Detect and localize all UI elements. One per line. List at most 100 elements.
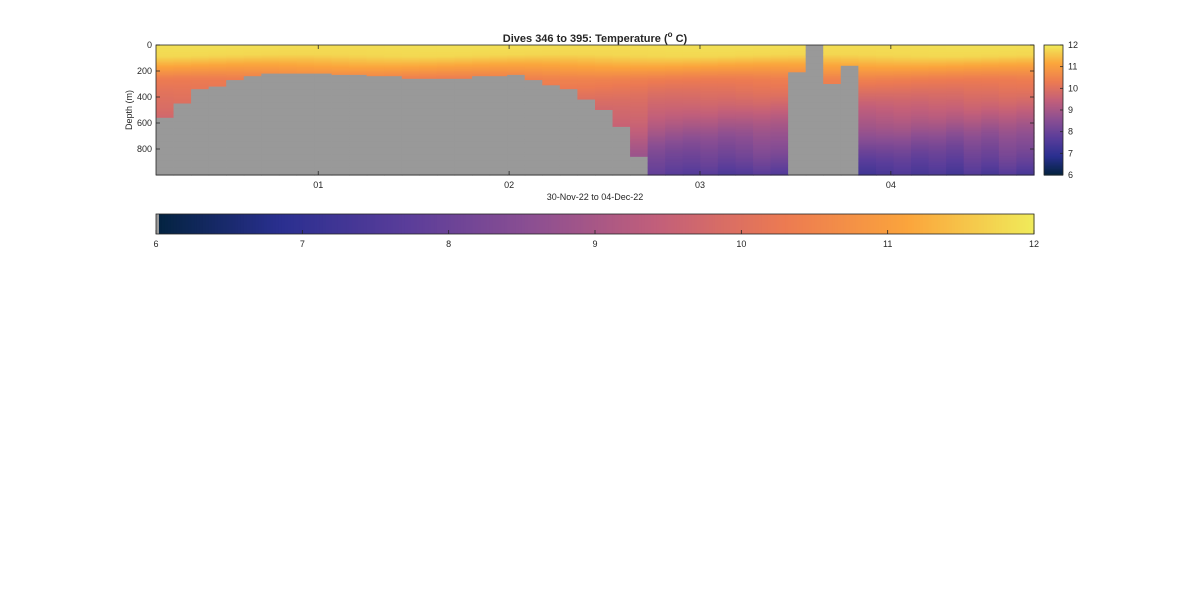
heatmap-cell: [173, 71, 192, 73]
heatmap-cell: [717, 85, 737, 88]
heatmap-cell: [981, 145, 1000, 147]
heatmap-cell: [314, 47, 333, 50]
no-data-cell: [577, 100, 596, 103]
no-data-cell: [156, 121, 175, 124]
no-data-cell: [524, 146, 543, 149]
heatmap-cell: [717, 115, 737, 118]
no-data-cell: [156, 147, 175, 150]
heatmap-cell: [840, 64, 859, 67]
heatmap-cell: [191, 80, 210, 82]
heatmap-cell: [770, 89, 789, 92]
no-data-cell: [314, 93, 333, 95]
heatmap-cell: [595, 100, 614, 103]
heatmap-cell: [454, 69, 473, 72]
heatmap-cell: [700, 93, 719, 95]
heatmap-cell: [682, 65, 701, 68]
heatmap-cell: [682, 82, 701, 85]
heatmap-cell: [753, 150, 772, 153]
heatmap-cell: [858, 52, 877, 55]
no-data-cell: [401, 104, 420, 107]
heatmap-cell: [542, 54, 561, 56]
heatmap-cell: [963, 111, 982, 114]
heatmap-cell: [401, 74, 420, 77]
heatmap-cell: [1016, 63, 1035, 66]
no-data-cell: [524, 162, 543, 164]
heatmap-cell: [875, 51, 895, 54]
no-data-cell: [401, 124, 420, 127]
heatmap-cell: [173, 94, 192, 97]
heatmap-cell: [454, 45, 473, 47]
heatmap-cell: [349, 59, 368, 62]
heatmap-cell: [875, 98, 895, 101]
no-data-cell: [559, 171, 579, 173]
heatmap-cell: [647, 138, 666, 141]
heatmap-cell: [981, 139, 1000, 142]
no-data-cell: [577, 103, 596, 106]
heatmap-cell: [998, 58, 1018, 60]
heatmap-cell: [472, 67, 491, 69]
no-data-cell: [507, 98, 526, 101]
heatmap-cell: [911, 69, 930, 72]
heatmap-cell: [963, 132, 982, 134]
heatmap-cell: [1016, 128, 1035, 131]
no-data-cell: [173, 149, 192, 151]
no-data-cell: [542, 154, 561, 157]
heatmap-cell: [665, 95, 684, 98]
heatmap-cell: [875, 81, 895, 84]
heatmap-cell: [559, 80, 579, 82]
heatmap-cell: [946, 84, 965, 86]
heatmap-cell: [226, 68, 245, 71]
heatmap-cell: [208, 81, 227, 84]
no-data-cell: [840, 123, 859, 125]
heatmap-cell: [191, 64, 210, 67]
no-data-cell: [436, 78, 456, 81]
no-data-cell: [507, 91, 526, 94]
no-data-cell: [577, 121, 596, 124]
heatmap-cell: [296, 60, 315, 63]
heatmap-cell: [612, 123, 631, 125]
heatmap-cell: [226, 63, 245, 66]
heatmap-cell: [700, 112, 719, 115]
heatmap-cell: [840, 46, 859, 49]
heatmap-cell: [261, 59, 280, 62]
no-data-cell: [401, 151, 420, 154]
heatmap-cell: [946, 68, 965, 71]
heatmap-cell: [700, 97, 719, 99]
heatmap-cell: [331, 56, 350, 59]
no-data-cell: [208, 108, 227, 111]
no-data-cell: [542, 125, 561, 128]
heatmap-cell: [647, 121, 666, 124]
heatmap-cell: [647, 56, 666, 59]
no-data-cell: [156, 143, 175, 146]
heatmap-cell: [823, 61, 842, 64]
heatmap-cell: [911, 128, 930, 131]
heatmap-cell: [963, 169, 982, 172]
heatmap-cell: [577, 51, 596, 54]
no-data-cell: [156, 134, 175, 137]
no-data-cell: [278, 163, 298, 166]
heatmap-cell: [770, 85, 789, 88]
no-data-cell: [156, 132, 175, 134]
heatmap-cell: [981, 80, 1000, 82]
heatmap-cell: [419, 63, 438, 66]
no-data-cell: [349, 95, 368, 98]
no-data-cell: [507, 146, 526, 149]
no-data-cell: [595, 147, 614, 150]
heatmap-cell: [156, 108, 175, 111]
heatmap-cell: [524, 68, 543, 71]
heatmap-cell: [296, 61, 315, 64]
heatmap-cell: [665, 63, 684, 66]
no-data-cell: [489, 154, 508, 157]
heatmap-cell: [735, 130, 754, 133]
heatmap-cell: [858, 98, 877, 101]
heatmap-cell: [770, 137, 789, 140]
heatmap-cell: [507, 47, 526, 50]
heatmap-cell: [507, 58, 526, 60]
heatmap-cell: [630, 137, 649, 140]
heatmap-cell: [173, 90, 192, 93]
no-data-cell: [366, 85, 385, 88]
heatmap-cell: [998, 139, 1018, 142]
no-data-cell: [366, 160, 385, 163]
no-data-cell: [296, 74, 315, 77]
no-data-cell: [788, 163, 807, 166]
